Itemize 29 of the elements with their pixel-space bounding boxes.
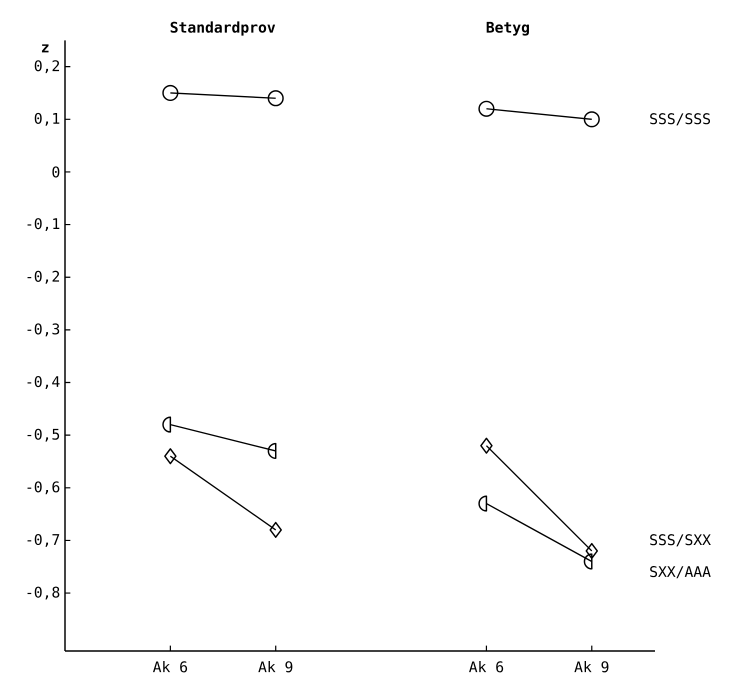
point [586, 542, 598, 560]
y-axis-title: z [42, 44, 49, 52]
text: Betyg [486, 22, 529, 36]
x-tick-label: Ak 9 [574, 661, 608, 672]
y-tick-label: -0,7 [28, 534, 60, 547]
text: SSS/SXX [650, 534, 711, 546]
text: Standardprov [170, 21, 276, 36]
point [269, 522, 282, 538]
y-tick-label: -0,2 [28, 270, 60, 284]
text: SXX/AAA [650, 566, 711, 578]
point [480, 438, 493, 454]
y-tick-label: -0,4 [28, 376, 60, 389]
x-tick-label: Ak 6 [152, 661, 188, 672]
x-tick-label: Ak 9 [258, 661, 292, 672]
y-tick-label: -0,5 [28, 428, 60, 442]
y-tick-label: -0,1 [28, 218, 60, 232]
point [584, 111, 600, 128]
point [268, 90, 284, 106]
x-tick-label: Ak 6 [469, 661, 504, 672]
y-tick-label: 0,2 [34, 60, 60, 74]
y-tick-label: 0 [52, 166, 60, 178]
y-tick-label: -0,8 [28, 586, 60, 600]
point [478, 100, 494, 117]
y-tick-label: 0,1 [34, 112, 60, 126]
point [164, 448, 177, 464]
text: SSS/SSS [650, 113, 710, 126]
point [162, 84, 178, 102]
y-tick-label: -0,6 [28, 481, 60, 494]
y-tick-label: -0,3 [28, 323, 60, 336]
